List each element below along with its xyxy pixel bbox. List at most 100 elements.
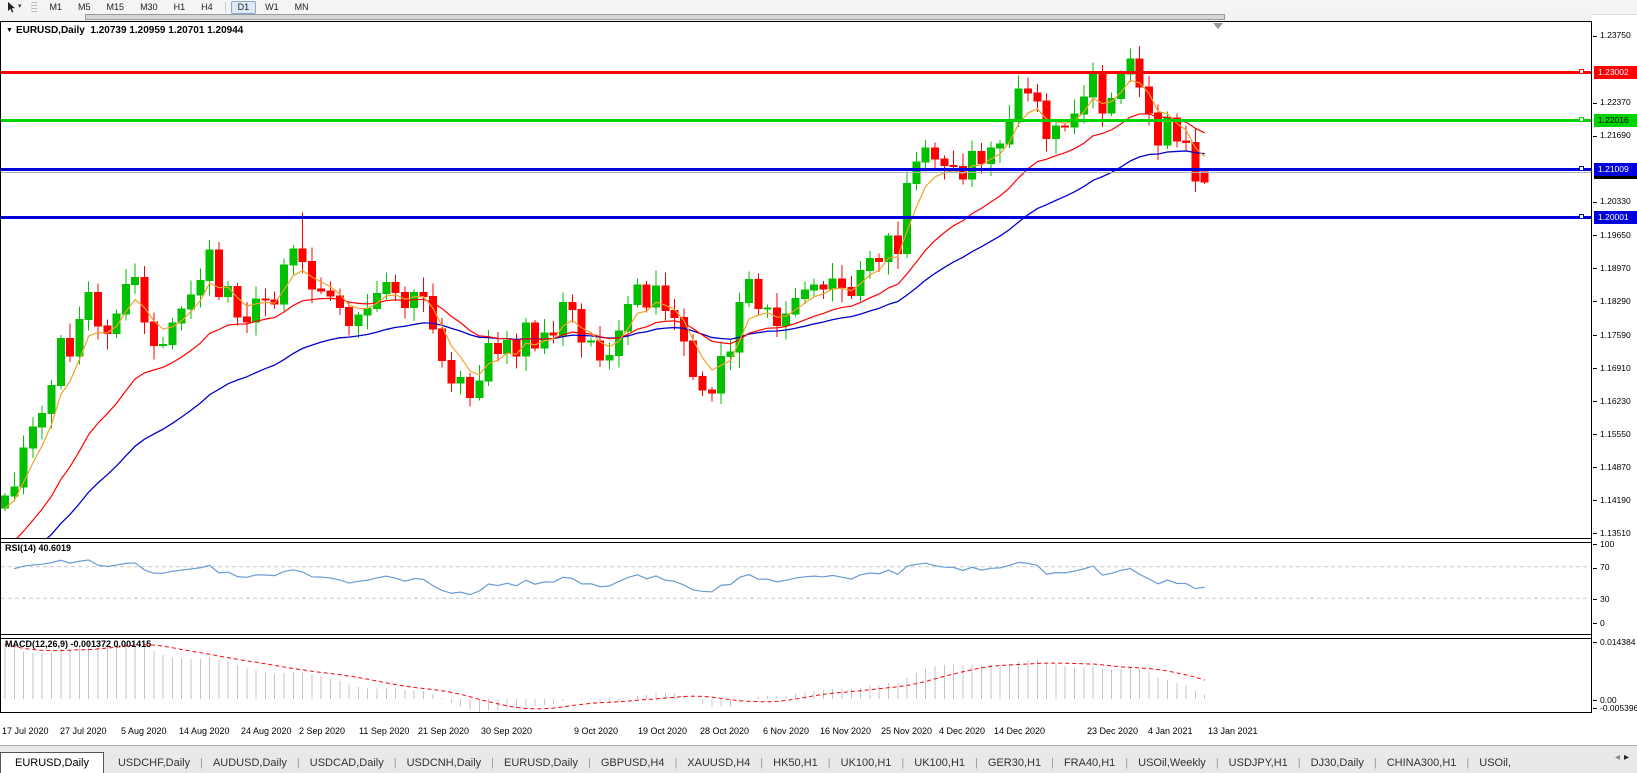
chart-symbol-period: EURUSD,Daily xyxy=(15,25,85,36)
candle-body xyxy=(75,319,84,357)
candle-body xyxy=(1014,88,1023,122)
price-axis-label: 1.16910 xyxy=(1600,362,1631,373)
chart-tab-uk100-h1[interactable]: UK100,H1 xyxy=(840,757,892,769)
toolbar-separator xyxy=(224,2,226,12)
candle-body xyxy=(391,282,400,293)
chart-tab-usdcnh-daily[interactable]: USDCNH,Daily xyxy=(406,757,482,769)
pane-divider[interactable] xyxy=(1,634,1591,639)
chart-tab-usoil-weekly[interactable]: USOil,Weekly xyxy=(1138,757,1206,769)
candle-body xyxy=(38,412,47,428)
candle-body xyxy=(949,165,958,168)
price-chart-canvas[interactable] xyxy=(1,22,1591,538)
date-axis-label: 23 Dec 2020 xyxy=(1087,726,1139,736)
rsi-label: RSI(14) 40.6019 xyxy=(5,543,72,553)
axis-tick-mark xyxy=(1593,467,1597,469)
axis-tick-mark xyxy=(1593,268,1597,270)
candle-body xyxy=(1098,72,1107,114)
candle-body xyxy=(456,376,465,384)
chart-tab-fra40-h1[interactable]: FRA40,H1 xyxy=(1063,757,1116,769)
chart-tab-audusd-daily[interactable]: AUDUSD,Daily xyxy=(212,757,287,769)
collapse-triangle-icon: ▼ xyxy=(6,27,13,34)
price-level-line[interactable] xyxy=(1,214,1591,220)
candle-body xyxy=(289,248,298,266)
chart-tab-usoil-[interactable]: USOil, xyxy=(1479,757,1512,769)
level-line-handle[interactable] xyxy=(1579,68,1584,74)
candle-body xyxy=(940,158,949,167)
candle-body xyxy=(335,295,344,308)
cursor-tool-button[interactable]: ▾ xyxy=(4,1,25,13)
candle-body xyxy=(121,284,130,315)
candle-body xyxy=(1182,140,1191,144)
chart-tab-eurusd-daily[interactable]: EURUSD,Daily xyxy=(0,752,104,773)
candle-body xyxy=(745,278,753,304)
timeframe-button-d1[interactable]: D1 xyxy=(230,0,257,14)
timeframe-button-m1[interactable]: M1 xyxy=(49,1,63,12)
chart-shift-marker[interactable] xyxy=(1213,23,1223,29)
level-line-handle[interactable] xyxy=(1579,116,1584,122)
candle-body xyxy=(986,147,995,165)
candle-body xyxy=(828,278,837,290)
chart-tab-xauusd-h4[interactable]: XAUUSD,H4 xyxy=(687,757,751,769)
pane-divider[interactable] xyxy=(1,538,1591,543)
level-line-handle[interactable] xyxy=(1579,165,1584,171)
rsi-axis-label: 0 xyxy=(1600,617,1605,628)
tab-scroll-left-icon[interactable]: ◂ xyxy=(1614,752,1624,763)
timeframe-button-m30[interactable]: M30 xyxy=(140,1,158,12)
rsi-canvas[interactable] xyxy=(1,541,1591,634)
candle-body xyxy=(1154,112,1163,146)
ma-mid-line xyxy=(16,113,1205,538)
candle-body xyxy=(1061,125,1070,128)
date-axis-label: 24 Aug 2020 xyxy=(241,726,292,736)
candle-body xyxy=(642,284,651,308)
price-axis-label: 1.18290 xyxy=(1600,295,1631,306)
chart-tab-usdcad-daily[interactable]: USDCAD,Daily xyxy=(309,757,384,769)
date-axis-label: 25 Nov 2020 xyxy=(881,726,933,736)
timeframe-button-m15[interactable]: M15 xyxy=(106,1,125,12)
candle-body xyxy=(810,284,819,291)
candle-body xyxy=(466,376,474,398)
chart-tab-ger30-h1[interactable]: GER30,H1 xyxy=(987,757,1042,769)
candle-body xyxy=(884,235,893,262)
chart-tab-gbpusd-h4[interactable]: GBPUSD,H4 xyxy=(600,757,665,769)
chart-hscrollbar[interactable] xyxy=(0,14,1592,21)
timeframe-button-h1[interactable]: H1 xyxy=(173,1,186,12)
timeframe-button-m5[interactable]: M5 xyxy=(78,1,91,12)
chart-tab-uk100-h1[interactable]: UK100,H1 xyxy=(914,757,966,769)
candle-body xyxy=(717,356,726,394)
chart-tab-china300-h1[interactable]: CHINA300,H1 xyxy=(1386,757,1457,769)
chart-tab-dj30-daily[interactable]: DJ30,Daily xyxy=(1310,757,1364,769)
candle-body xyxy=(382,282,391,294)
tab-separator: | xyxy=(975,757,978,769)
price-level-line[interactable] xyxy=(1,116,1591,122)
candle-body xyxy=(252,298,261,323)
candle-body xyxy=(568,302,577,310)
chart-tab-usdchf-daily[interactable]: USDCHF,Daily xyxy=(117,757,191,769)
chart-tab-usdjpy-h1[interactable]: USDJPY,H1 xyxy=(1228,757,1288,769)
toolbar: ▾ M1 M5 M15 M30 H1 H4 D1 W1 MN xyxy=(0,0,1637,15)
chart-tab-hk50-h1[interactable]: HK50,H1 xyxy=(773,757,818,769)
candle-body xyxy=(1172,117,1181,142)
candle-body xyxy=(438,328,447,361)
chart-tab-eurusd-daily[interactable]: EURUSD,Daily xyxy=(504,757,578,769)
candle-body xyxy=(475,380,484,398)
axis-tick-mark xyxy=(1593,642,1597,643)
timeframe-button-mn[interactable]: MN xyxy=(294,1,309,12)
price-level-line[interactable] xyxy=(1,68,1591,74)
timeframe-button-w1[interactable]: W1 xyxy=(265,1,279,12)
candle-body xyxy=(1051,125,1060,139)
candle-body xyxy=(921,147,930,163)
hscrollbar-thumb[interactable] xyxy=(85,14,1225,20)
tab-separator: | xyxy=(674,757,678,769)
level-line-handle[interactable] xyxy=(1579,214,1584,220)
date-axis-label: 4 Jan 2021 xyxy=(1148,726,1193,736)
macd-canvas[interactable] xyxy=(1,637,1591,712)
rsi-axis-label: 100 xyxy=(1600,538,1615,549)
price-axis-label: 1.17590 xyxy=(1600,329,1631,340)
price-level-line[interactable] xyxy=(1,165,1591,171)
timeframe-button-h4[interactable]: H4 xyxy=(201,1,213,12)
toolbar-grip[interactable] xyxy=(30,2,37,12)
candle-body xyxy=(428,295,437,330)
tab-scroll-right-icon[interactable]: ▸ xyxy=(1623,752,1633,763)
candle-body xyxy=(652,285,660,308)
